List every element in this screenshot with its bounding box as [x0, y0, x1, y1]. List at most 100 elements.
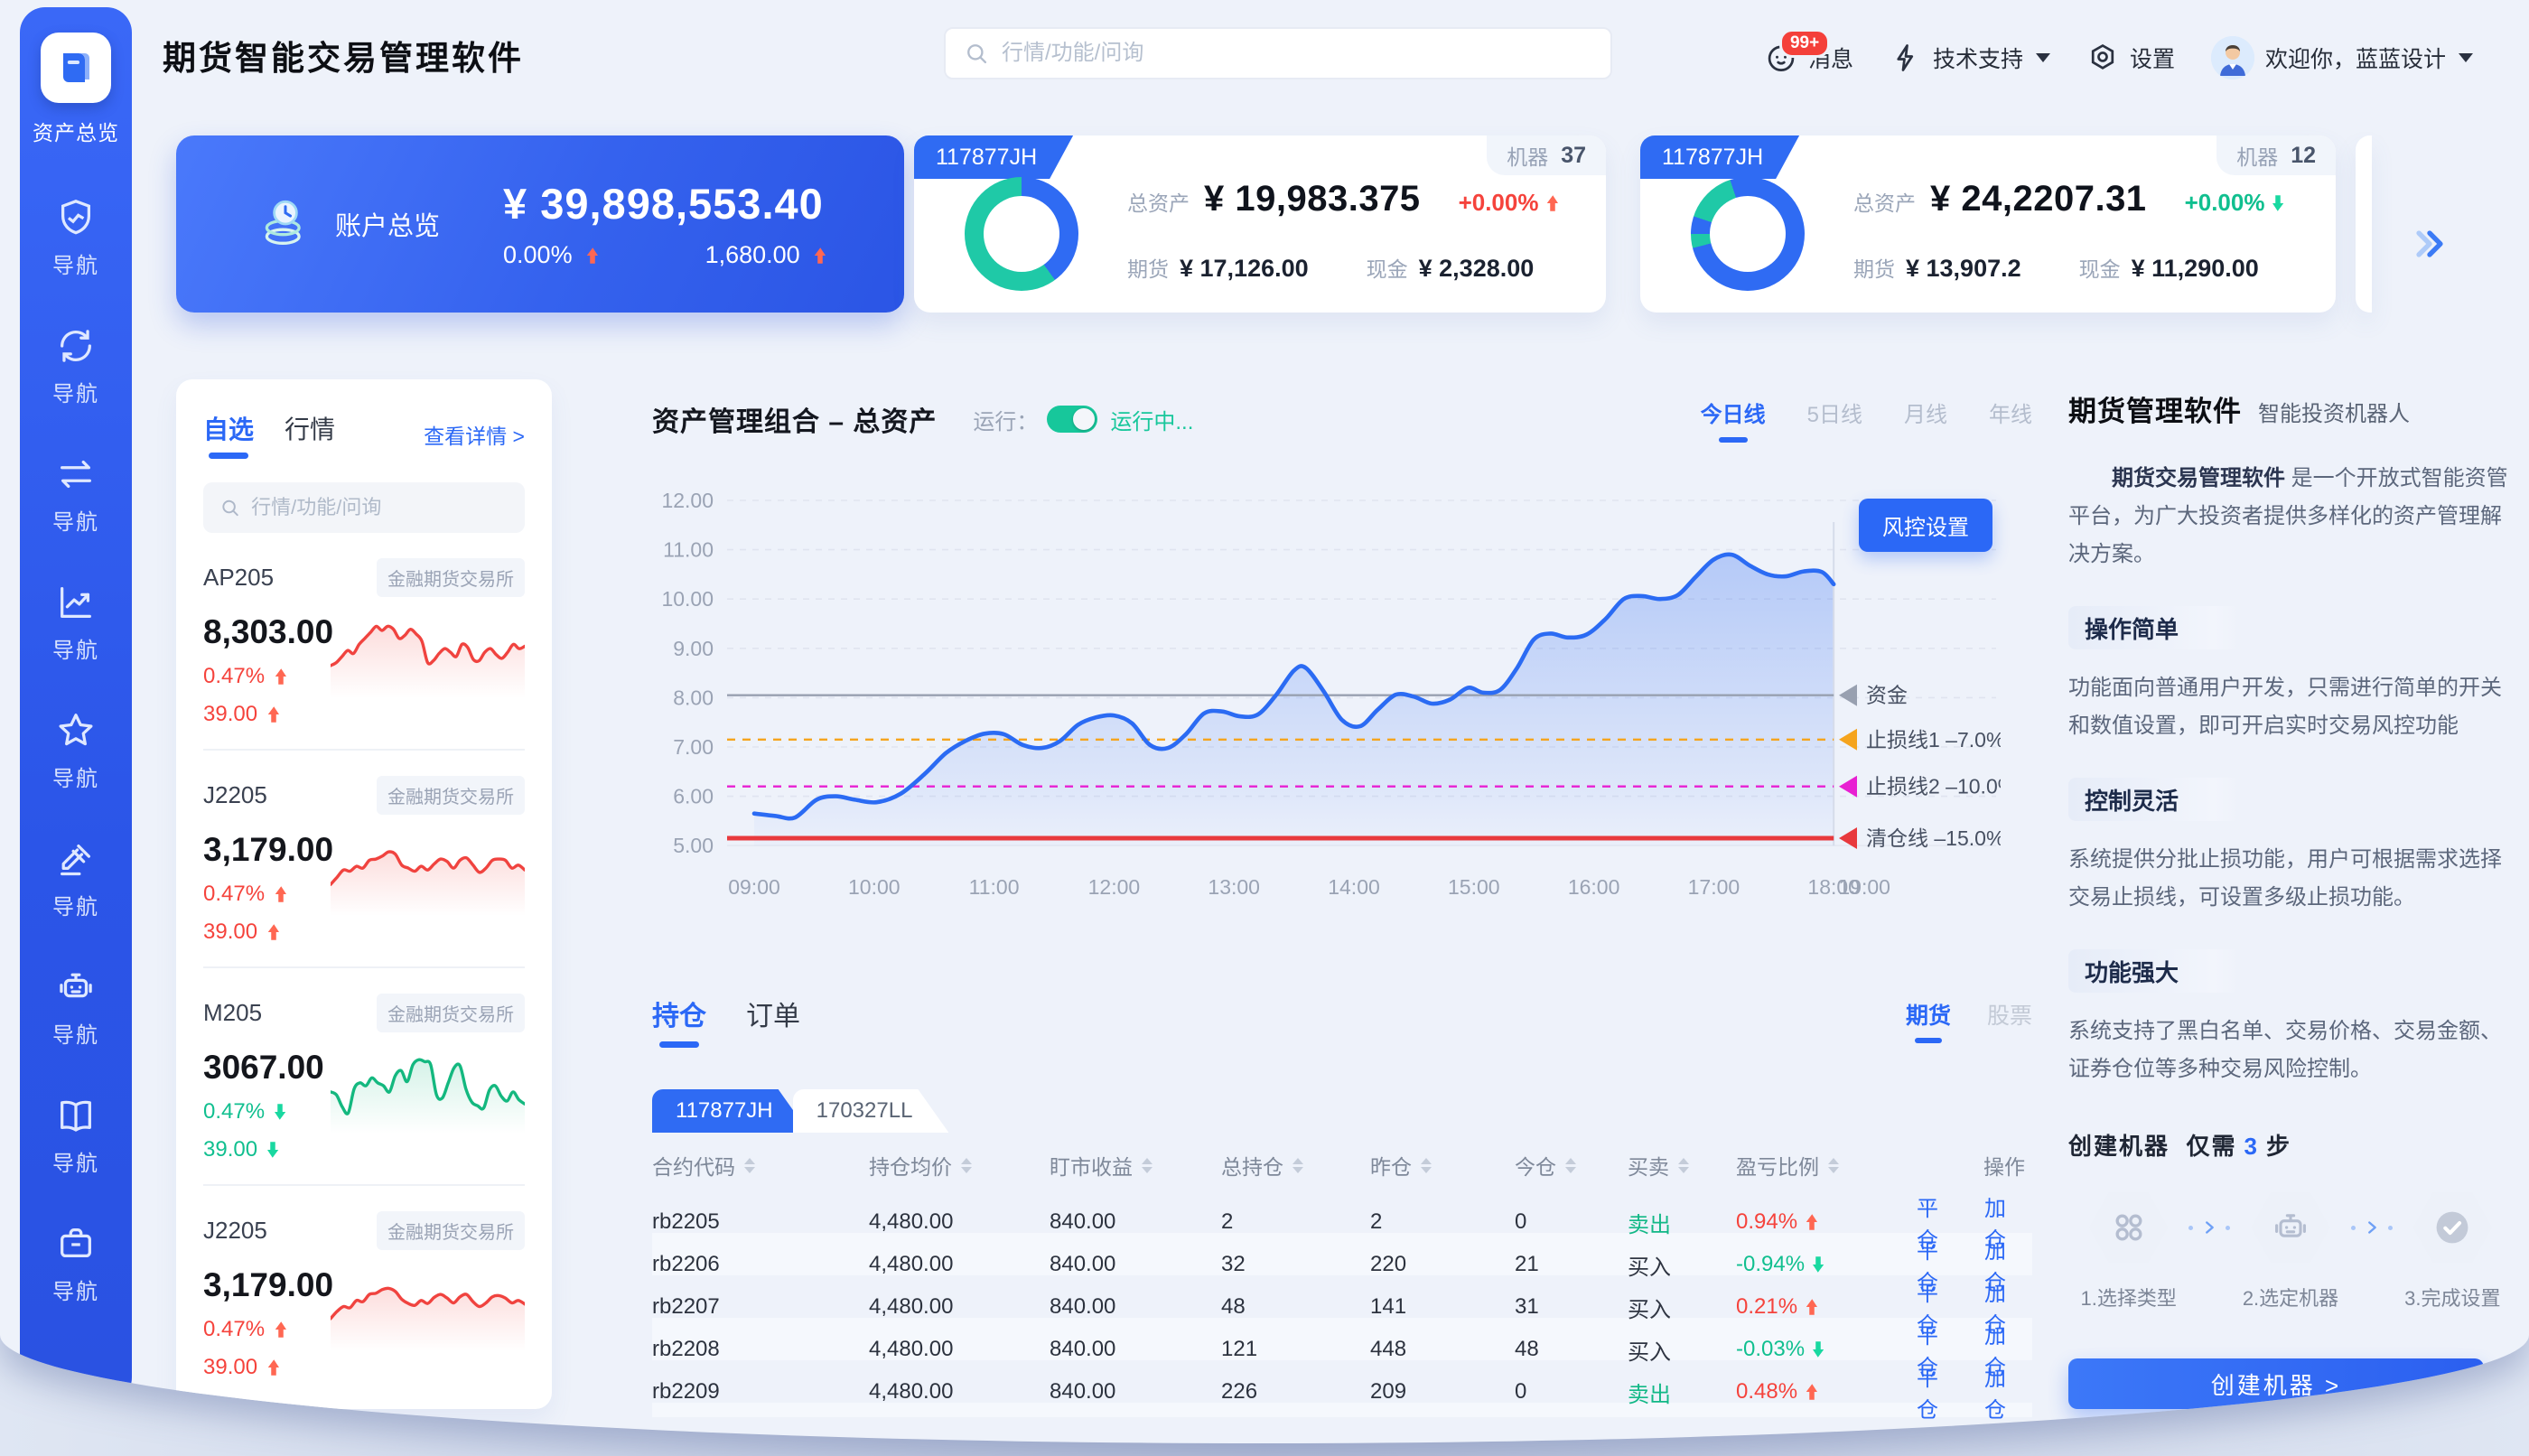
cell-ratio: -0.03% — [1736, 1337, 1917, 1362]
tab-stocks[interactable]: 股票 — [1986, 1003, 2032, 1029]
tab-futures[interactable]: 期货 — [1906, 998, 1951, 1043]
close-position-link[interactable]: 平仓 — [1917, 1239, 1938, 1295]
svg-text:12:00: 12:00 — [1088, 875, 1141, 899]
close-position-link[interactable]: 平仓 — [1917, 1282, 1938, 1338]
settings-button[interactable]: 设置 — [2086, 42, 2175, 74]
step-label: 2.选定机器 — [2242, 1287, 2339, 1310]
portfolio-header: 资产管理组合 – 总资产 运行： 运行中... 今日线 5日线 月线 年线 — [652, 390, 2032, 448]
close-position-link[interactable]: 平仓 — [1917, 1367, 1938, 1423]
column-header-1[interactable]: 持仓均价 — [869, 1150, 1050, 1181]
svg-text:5.00: 5.00 — [673, 834, 714, 857]
sort-icon[interactable] — [1292, 1157, 1303, 1173]
add-position-link[interactable]: 加仓 — [1984, 1197, 2006, 1253]
messages-button[interactable]: 99+ 消息 — [1765, 29, 1853, 74]
sidebar-item-2[interactable]: 导航 — [20, 430, 132, 558]
cell-ratio: 0.21% — [1736, 1294, 1917, 1320]
add-position-link[interactable]: 加仓 — [1984, 1239, 2006, 1295]
risk-settings-button[interactable]: 风控设置 — [1859, 499, 1992, 552]
watchlist-item-M205[interactable]: M205 金融期货交易所 3067.00 0.47% 39.00 — [203, 968, 525, 1186]
gear-icon — [2086, 42, 2119, 74]
close-position-link[interactable]: 平仓 — [1917, 1324, 1938, 1380]
close-position-link[interactable]: 平仓 — [1917, 1197, 1938, 1253]
add-position-link[interactable]: 加仓 — [1984, 1324, 2006, 1380]
support-label: 技术支持 — [1932, 47, 2023, 72]
support-menu[interactable]: 技术支持 — [1890, 42, 2050, 74]
promo-title: 期货管理软件 — [2068, 396, 2242, 427]
create-steps-line: 创建机器 仅需 3 步 — [2068, 1133, 2291, 1160]
tab-watchlist-favorites[interactable]: 自选 — [203, 410, 254, 459]
watchlist-item-J2205[interactable]: J2205 金融期货交易所 3,179.00 0.47% 39.00 — [203, 1186, 525, 1402]
column-header-5[interactable]: 今仓 — [1515, 1150, 1628, 1181]
cell-ratio: -0.94% — [1736, 1252, 1917, 1277]
cards-next-button[interactable] — [2406, 220, 2453, 267]
tab-account-170327LL[interactable]: 170327LL — [793, 1089, 949, 1133]
tab-positions[interactable]: 持仓 — [652, 994, 706, 1048]
sidebar-item-assets-overview[interactable] — [41, 33, 111, 103]
machine-card-0[interactable]: 117877JH 机器 37 总资产 ¥ 19,983.375 +0.00% 期货 ¥ 17… — [914, 135, 1606, 313]
add-position-link[interactable]: 加仓 — [1984, 1282, 2006, 1338]
column-header-4[interactable]: 昨仓 — [1370, 1150, 1515, 1181]
exchange-badge: 金融期货交易所 — [377, 1211, 525, 1250]
add-position-link[interactable]: 加仓 — [1984, 1367, 2006, 1423]
sort-icon[interactable] — [1565, 1157, 1576, 1173]
column-header-2[interactable]: 盯市收益 — [1050, 1150, 1221, 1181]
create-robot-button[interactable]: 创建机器 > — [2068, 1358, 2484, 1409]
sparkline-chart — [331, 1286, 525, 1351]
instrument-percent: 0.47% — [203, 882, 525, 907]
sort-icon[interactable] — [961, 1157, 972, 1173]
sidebar-item-7[interactable]: 导航 — [20, 1071, 132, 1199]
chevron-down-icon — [2035, 53, 2050, 62]
sidebar-item-4[interactable]: 导航 — [20, 686, 132, 815]
account-overview-card[interactable]: 账户总览 ¥ 39,898,553.40 0.00% 1,680.00 — [176, 135, 904, 313]
sort-icon[interactable] — [1142, 1157, 1153, 1173]
cell-avg-price: 4,480.00 — [869, 1209, 954, 1234]
watchlist-detail-link[interactable]: 查看详情 > — [424, 425, 525, 448]
user-menu[interactable]: 欢迎你，蓝蓝设计 — [2210, 36, 2473, 79]
column-header-3[interactable]: 总持仓 — [1221, 1150, 1370, 1181]
tab-period-3[interactable]: 年线 — [1989, 402, 2032, 427]
sidebar-item-5[interactable]: 导航 — [20, 815, 132, 943]
trend-up-icon — [266, 705, 280, 723]
watchlist-search[interactable] — [203, 482, 525, 533]
tab-account-117877JH[interactable]: 117877JH — [652, 1089, 809, 1133]
sort-icon[interactable] — [744, 1157, 755, 1173]
sidebar-item-label: 导航 — [52, 253, 99, 278]
tab-period-0[interactable]: 今日线 — [1701, 397, 1766, 443]
sidebar-item-0[interactable]: 导航 — [20, 173, 132, 302]
global-search-input[interactable] — [1002, 41, 1592, 66]
column-header-6[interactable]: 买卖 — [1628, 1150, 1736, 1181]
run-toggle[interactable] — [1047, 406, 1098, 433]
tab-period-1[interactable]: 5日线 — [1806, 402, 1862, 427]
global-search[interactable] — [944, 27, 1612, 79]
column-header-8: 操作 — [1983, 1155, 2025, 1179]
sidebar-item-1[interactable]: 导航 — [20, 302, 132, 430]
sidebar-item-8[interactable]: 导航 — [20, 1199, 132, 1328]
sidebar-item-label: 导航 — [52, 638, 99, 663]
column-header-7[interactable]: 盈亏比例 — [1736, 1150, 1917, 1181]
machine-card-1[interactable]: 117877JH 机器 12 总资产 ¥ 24,2207.31 +0.00% 期货 ¥ 13… — [1640, 135, 2336, 313]
svg-text:13:00: 13:00 — [1208, 875, 1260, 899]
cell-total: 226 — [1221, 1379, 1258, 1404]
column-header-0[interactable]: 合约代码 — [652, 1150, 869, 1181]
svg-text:17:00: 17:00 — [1688, 875, 1740, 899]
market-tabs: 期货 股票 — [1906, 998, 2032, 1043]
trend-down-icon — [1812, 1340, 1825, 1358]
tab-watchlist-quotes[interactable]: 行情 — [285, 415, 336, 443]
exchange-badge: 金融期货交易所 — [377, 558, 525, 597]
cell-avg-price: 4,480.00 — [869, 1379, 954, 1404]
sort-icon[interactable] — [1421, 1157, 1432, 1173]
cell-side: 卖出 — [1628, 1382, 1671, 1407]
assets-overview-icon — [63, 53, 89, 82]
watchlist-item-AP205[interactable]: AP205 金融期货交易所 8,303.00 0.47% 39.00 — [203, 533, 525, 751]
tab-period-2[interactable]: 月线 — [1904, 402, 1947, 427]
machine-count-badge: 机器 37 — [1487, 135, 1606, 175]
watchlist-search-input[interactable] — [251, 496, 509, 519]
sidebar-item-6[interactable]: 导航 — [20, 943, 132, 1071]
trend-down-icon — [266, 1141, 280, 1159]
sidebar-item-3[interactable]: 导航 — [20, 558, 132, 686]
watchlist-item-J2205[interactable]: J2205 金融期货交易所 3,179.00 0.47% 39.00 — [203, 751, 525, 968]
sort-icon[interactable] — [1828, 1157, 1839, 1173]
tab-orders[interactable]: 订单 — [746, 1002, 800, 1031]
instrument-change: 39.00 — [203, 919, 525, 945]
sort-icon[interactable] — [1678, 1157, 1689, 1173]
